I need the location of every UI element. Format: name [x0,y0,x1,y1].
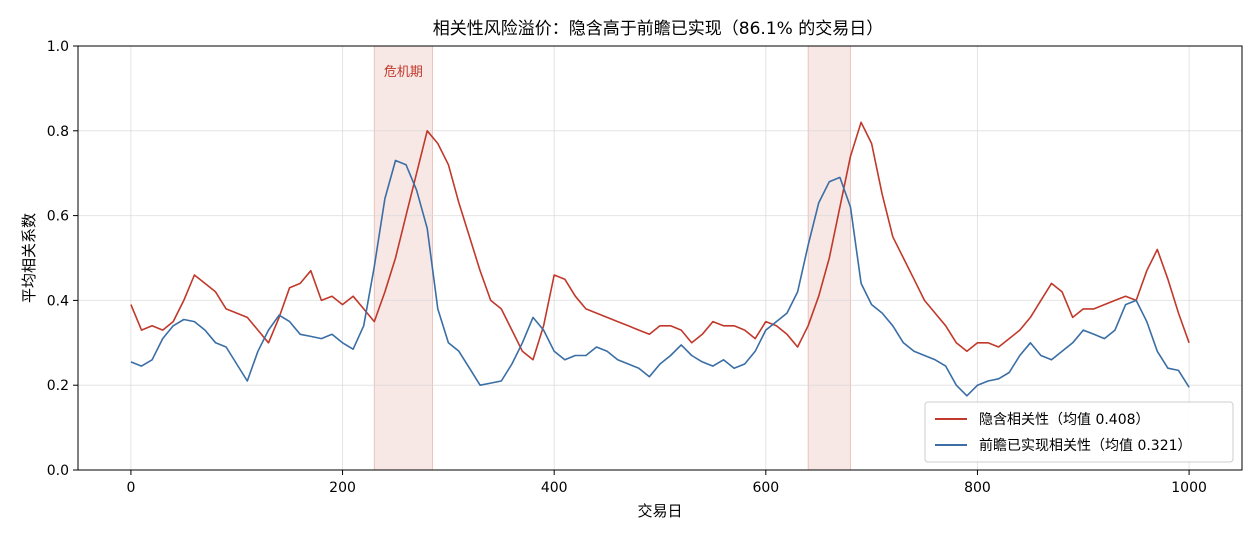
series-line-1 [130,159,1190,397]
legend-label-0: 隐含相关性（均值 0.408） [979,412,1150,428]
x-tick-label-4: 800 [964,480,991,496]
x-tick-label-1: 200 [329,480,356,496]
x-tick-label-5: 1000 [1171,480,1207,496]
legend-box [924,401,1234,463]
y-tick-label-0: 0.0 [47,463,69,479]
y-tick-label-1: 0.2 [47,378,69,394]
chart-title: 相关性风险溢价：隐含高于前瞻已实现（86.1% 的交易日） [433,19,883,39]
x-tick-label-3: 600 [752,480,779,496]
y-tick-label-3: 0.6 [47,209,69,225]
shaded-region-0 [373,45,433,471]
y-tick-label-5: 1.0 [47,39,69,55]
annotations: 危机期 [384,65,423,80]
region-label-0: 危机期 [384,65,423,80]
y-axis-title: 平均相关系数 [20,213,38,303]
x-tick-label-2: 400 [541,480,568,496]
legend: 隐含相关性（均值 0.408） 前瞻已实现相关性（均值 0.321） [924,401,1234,463]
series-lines [130,121,1190,397]
plot-frame [77,45,1243,471]
x-tick-label-0: 0 [126,480,135,496]
x-axis-title: 交易日 [637,502,682,520]
shaded-regions [373,45,851,471]
series-line-0 [130,121,1190,361]
y-tick-label-4: 0.8 [47,124,69,140]
axis-ticks: 0 200 400 600 800 1000 0.0 0.2 0.4 0.6 0.8 1.0 [47,39,1207,496]
y-tick-label-2: 0.4 [47,293,69,309]
axes-frame [77,45,1243,471]
legend-label-1: 前瞻已实现相关性（均值 0.321） [979,437,1192,454]
